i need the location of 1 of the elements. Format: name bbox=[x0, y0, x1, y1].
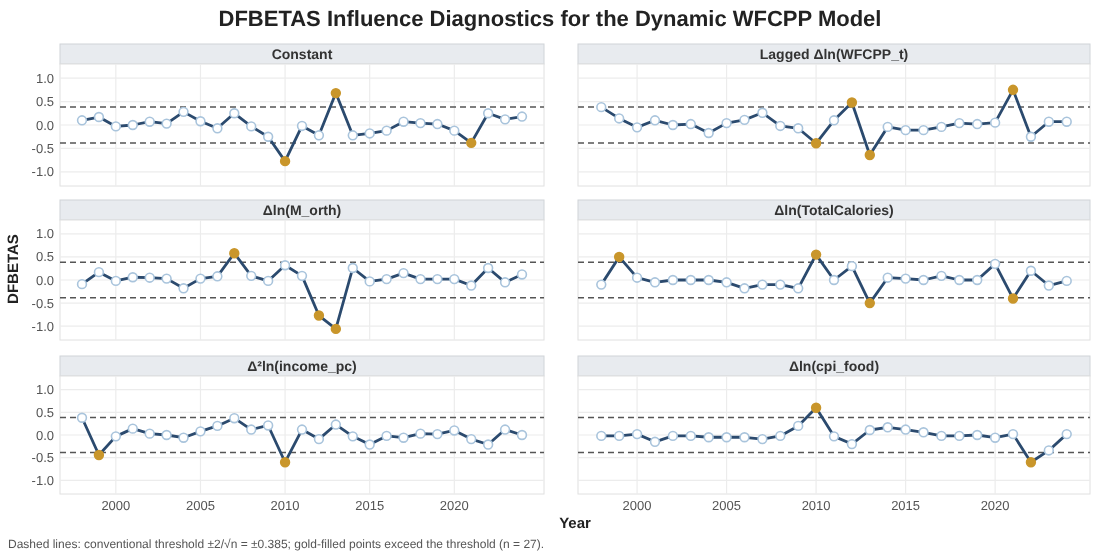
text: DFBETAS Influence Diagnostics for the Dynamic WFCPP Model bbox=[218, 8, 882, 32]
